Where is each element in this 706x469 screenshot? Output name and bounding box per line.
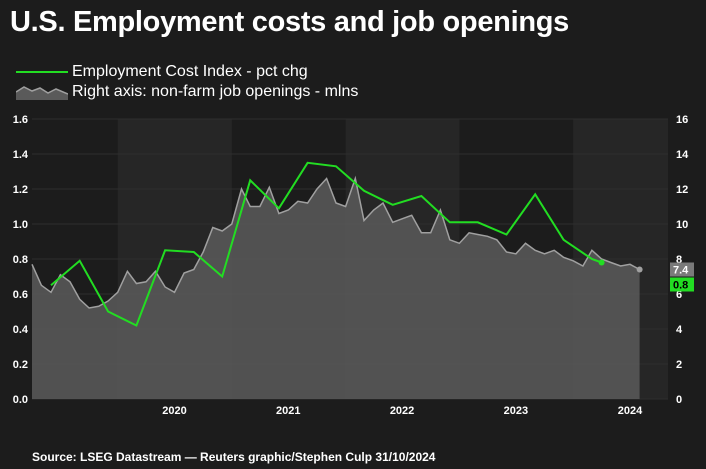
openings-line bbox=[31, 175, 640, 309]
y-right-tick-label: 16 bbox=[676, 114, 688, 126]
y-right-tick-label: 6 bbox=[676, 289, 682, 301]
y-left-tick-label: 1.4 bbox=[13, 149, 29, 161]
eci-value-label: 0.8 bbox=[673, 280, 688, 292]
y-left-tick-label: 0.8 bbox=[13, 254, 28, 266]
y-right-tick-label: 12 bbox=[676, 184, 688, 196]
y-right-tick-label: 2 bbox=[676, 359, 682, 371]
x-tick-label: 2022 bbox=[390, 405, 414, 417]
y-left-tick-label: 0.0 bbox=[13, 394, 28, 406]
source-note: Source: LSEG Datastream — Reuters graphi… bbox=[32, 450, 436, 464]
x-tick-label: 2021 bbox=[276, 405, 300, 417]
chart-legend: Employment Cost Index - pct chg Right ax… bbox=[16, 62, 358, 102]
y-left-tick-label: 1.2 bbox=[13, 184, 28, 196]
y-left-tick-label: 0.4 bbox=[13, 324, 29, 336]
legend-item-eci: Employment Cost Index - pct chg bbox=[16, 62, 358, 82]
legend-swatch-openings bbox=[16, 86, 68, 100]
legend-label-openings: Right axis: non-farm job openings - mlns bbox=[72, 83, 359, 100]
y-right-tick-label: 4 bbox=[676, 324, 683, 336]
y-left-tick-label: 0.2 bbox=[13, 359, 28, 371]
eci-last-point bbox=[598, 259, 605, 266]
chart-title: U.S. Employment costs and job openings bbox=[10, 6, 569, 38]
y-left-tick-label: 0.6 bbox=[13, 289, 28, 301]
legend-label-eci: Employment Cost Index - pct chg bbox=[72, 63, 308, 80]
legend-item-openings: Right axis: non-farm job openings - mlns bbox=[16, 82, 358, 102]
openings-value-badge bbox=[670, 262, 694, 277]
y-right-tick-label: 8 bbox=[676, 254, 682, 266]
eci-value-badge bbox=[670, 277, 694, 292]
y-right-tick-label: 10 bbox=[676, 219, 688, 231]
eci-line bbox=[50, 161, 602, 327]
x-tick-label: 2023 bbox=[504, 405, 528, 417]
x-tick-label: 2020 bbox=[162, 405, 186, 417]
openings-last-point bbox=[636, 266, 643, 273]
y-right-tick-label: 0 bbox=[676, 394, 682, 406]
y-right-tick-label: 14 bbox=[676, 149, 689, 161]
y-left-tick-label: 1.0 bbox=[13, 219, 28, 231]
openings-value-label: 7.4 bbox=[673, 265, 689, 277]
legend-swatch-eci bbox=[16, 71, 68, 73]
y-left-tick-label: 1.6 bbox=[13, 114, 28, 126]
openings-area bbox=[32, 178, 640, 399]
x-tick-label: 2024 bbox=[618, 405, 643, 417]
